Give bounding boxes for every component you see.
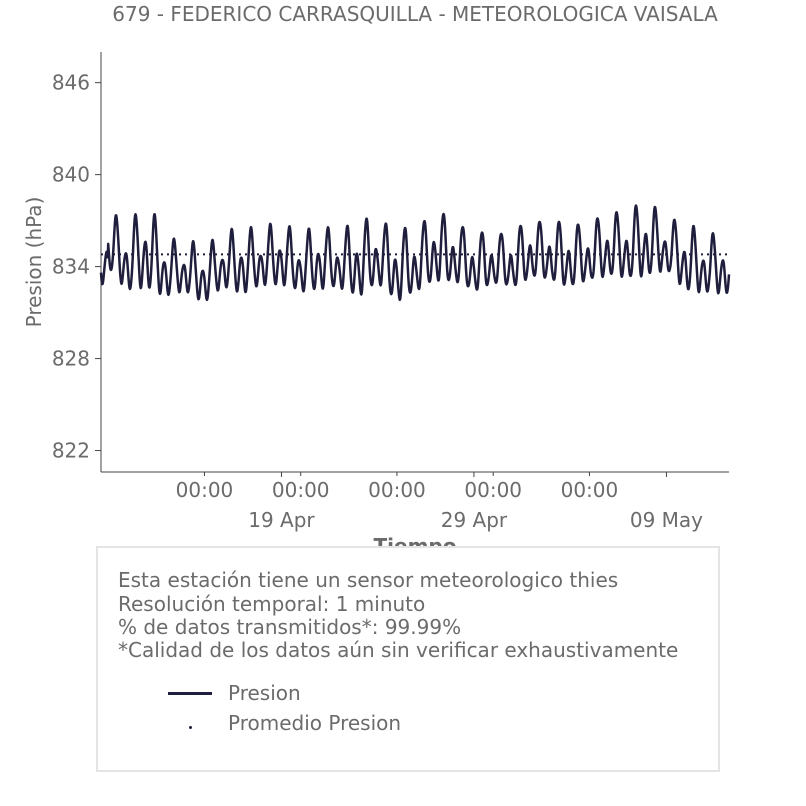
legend-item-promedio: Promedio Presion xyxy=(168,711,401,735)
info-resolution-text: Resolución temporal: 1 minuto xyxy=(118,592,426,616)
x-minor-tick-label: 00:00 xyxy=(561,478,619,502)
legend-dot-swatch xyxy=(188,725,192,729)
x-minor-tick-label: 00:00 xyxy=(272,478,330,502)
y-tick-label: 822 xyxy=(52,439,90,463)
chart-title: 679 - FEDERICO CARRASQUILLA - METEOROLOG… xyxy=(112,2,718,26)
y-tick-label: 828 xyxy=(52,347,90,371)
info-sensor-text: Esta estación tiene un sensor meteorolog… xyxy=(118,568,619,592)
legend-line-swatch xyxy=(168,691,212,695)
x-minor-tick-label: 00:00 xyxy=(176,478,234,502)
x-major-tick-label: 09 May xyxy=(630,508,703,532)
pressure-chart: 679 - FEDERICO CARRASQUILLA - METEOROLOG… xyxy=(22,2,731,558)
x-minor-tick-label: 00:00 xyxy=(464,478,522,502)
info-box: Esta estación tiene un sensor meteorolog… xyxy=(96,546,720,772)
y-tick-label: 834 xyxy=(52,255,90,279)
x-major-tick-label: 19 Apr xyxy=(248,508,315,532)
pressure-series-line xyxy=(99,204,731,302)
x-major-tick-label: 29 Apr xyxy=(441,508,508,532)
info-transmitted-text: % de datos transmitidos*: 99.99% xyxy=(118,615,462,639)
y-axis-label: Presion (hPa) xyxy=(22,197,46,328)
legend-item-presion: Presion xyxy=(168,681,301,705)
legend-label-promedio: Promedio Presion xyxy=(228,711,402,735)
legend-label-presion: Presion xyxy=(228,681,301,705)
y-tick-label: 840 xyxy=(52,163,90,187)
info-quality-text: *Calidad de los datos aún sin verificar … xyxy=(118,638,679,662)
x-minor-tick-label: 00:00 xyxy=(368,478,426,502)
y-tick-label: 846 xyxy=(52,71,90,95)
